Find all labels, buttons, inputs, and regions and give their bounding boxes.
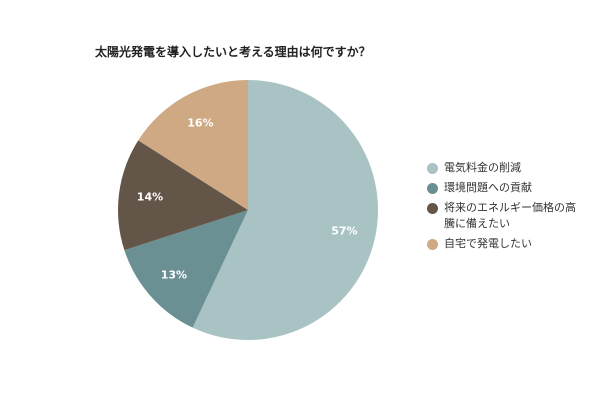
legend-label: 環境問題への貢献: [444, 181, 532, 194]
slice-value-label: 57%: [331, 225, 357, 238]
pie-slice: [138, 80, 248, 210]
legend-item: 将来のエネルギー価格の高 騰に備えたい: [427, 200, 600, 232]
legend-swatch: [427, 163, 438, 174]
legend-label: 電気料金の削減: [444, 161, 521, 174]
legend-item: 環境問題への貢献: [427, 180, 600, 196]
slice-value-label: 16%: [187, 116, 213, 129]
legend-item: 電気料金の削減: [427, 160, 600, 176]
pie-slice: [117, 140, 248, 251]
legend-swatch: [427, 239, 438, 250]
legend-label: 自宅で発電したい: [444, 237, 532, 250]
slice-value-label: 13%: [161, 268, 187, 281]
legend-item: 自宅で発電したい: [427, 236, 600, 252]
slice-value-label: 14%: [137, 191, 163, 204]
legend-swatch: [427, 183, 438, 194]
legend-label: 将来のエネルギー価格の高 騰に備えたい: [444, 201, 576, 230]
chart-legend: 電気料金の削減 環境問題への貢献将来のエネルギー価格の高 騰に備えたい自宅で発電した…: [427, 160, 600, 256]
pie-slice: [124, 210, 248, 328]
chart-title: 太陽光発電を導入したいと考える理由は何ですか？: [95, 45, 371, 59]
legend-swatch: [427, 203, 438, 214]
pie-slice: [192, 79, 379, 340]
